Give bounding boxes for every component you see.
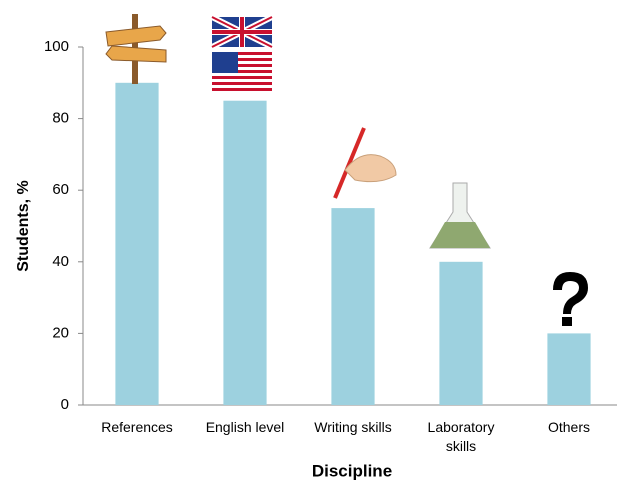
x-tick-label: Others <box>547 419 590 435</box>
y-axis-label: Students, % <box>15 180 32 272</box>
writing-hand-icon <box>333 127 397 199</box>
x-tick-label: Writing skills <box>314 419 392 435</box>
y-tick-label: 60 <box>52 181 69 198</box>
bar <box>439 261 483 405</box>
signpost-icon <box>105 14 167 84</box>
y-tick-label: 40 <box>52 253 69 270</box>
y-tick-label: 100 <box>44 38 69 55</box>
bar <box>115 82 159 406</box>
y-tick-label: 0 <box>61 396 69 413</box>
bar <box>223 100 267 405</box>
x-tick-label: Laboratory skills <box>427 419 495 454</box>
x-tick-label: English level <box>205 419 285 435</box>
flask-icon <box>429 182 491 249</box>
y-tick-label: 20 <box>52 324 69 341</box>
y-tick-label: 80 <box>52 110 69 127</box>
question-mark-icon <box>553 272 588 326</box>
bar <box>331 208 375 405</box>
bar <box>547 333 591 405</box>
x-axis-label: Discipline <box>312 461 392 480</box>
x-tick-label: References <box>101 419 173 435</box>
flags-icon <box>210 14 274 92</box>
